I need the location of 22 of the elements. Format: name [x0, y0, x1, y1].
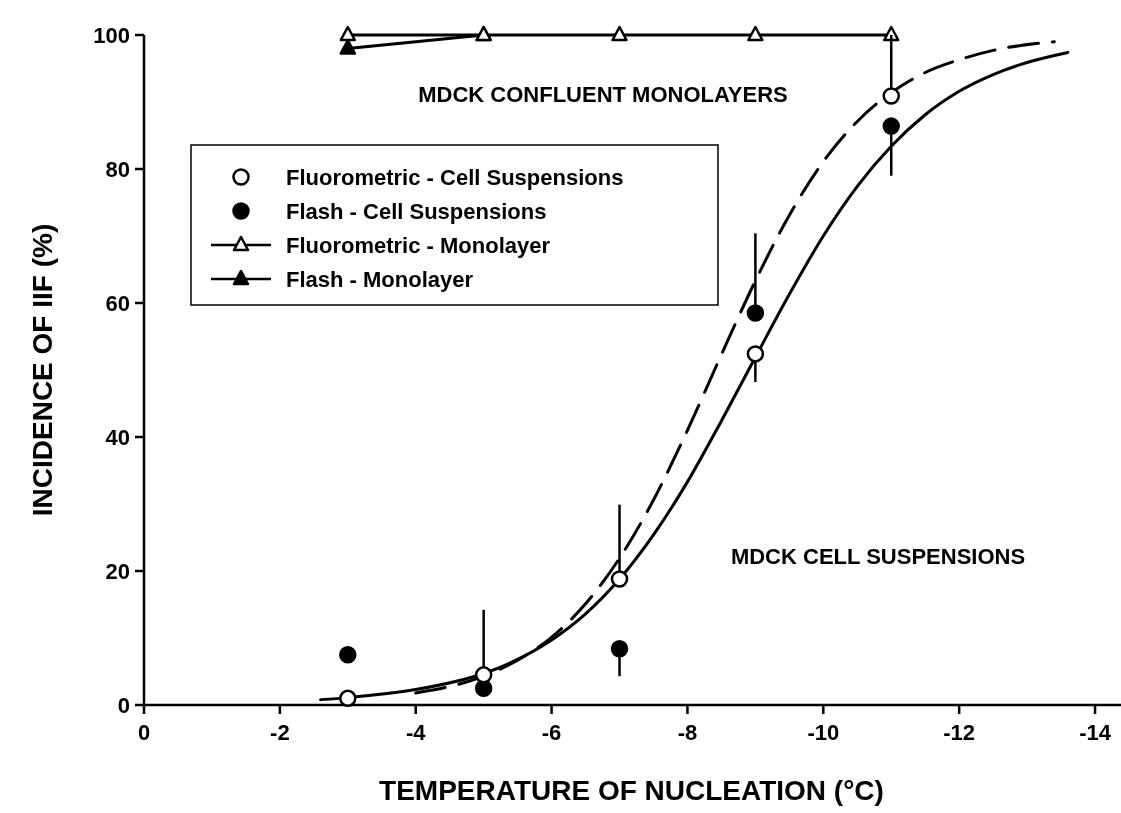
- y-tick-label: 80: [105, 157, 130, 182]
- y-axis-title: INCIDENCE OF IIF (%): [27, 223, 58, 517]
- annotation: MDCK CELL SUSPENSIONS: [730, 544, 1026, 569]
- x-tick-label: 0: [137, 720, 151, 745]
- x-tick-label: -14: [1079, 720, 1112, 745]
- y-tick-label: 60: [105, 291, 130, 316]
- x-tick-label: -8: [677, 720, 698, 745]
- x-tick-label: -10: [807, 720, 840, 745]
- legend-label: Flash - Monolayer: [286, 267, 474, 292]
- y-tick-label: 100: [93, 23, 130, 48]
- x-axis-title: TEMPERATURE OF NUCLEATION (°C): [379, 775, 884, 806]
- annotation: MDCK CONFLUENT MONOLAYERS: [418, 82, 788, 107]
- y-tick-label: 0: [117, 693, 130, 718]
- y-tick-label: 40: [105, 425, 130, 450]
- x-tick-label: -2: [270, 720, 290, 745]
- x-tick-label: -12: [943, 720, 976, 745]
- legend-label: Fluorometric - Monolayer: [286, 233, 551, 258]
- legend-label: Fluorometric - Cell Suspensions: [286, 165, 624, 190]
- x-tick-label: -4: [405, 720, 427, 745]
- y-tick-label: 20: [105, 559, 130, 584]
- legend-label: Flash - Cell Suspensions: [286, 199, 547, 224]
- x-tick-label: -6: [541, 720, 562, 745]
